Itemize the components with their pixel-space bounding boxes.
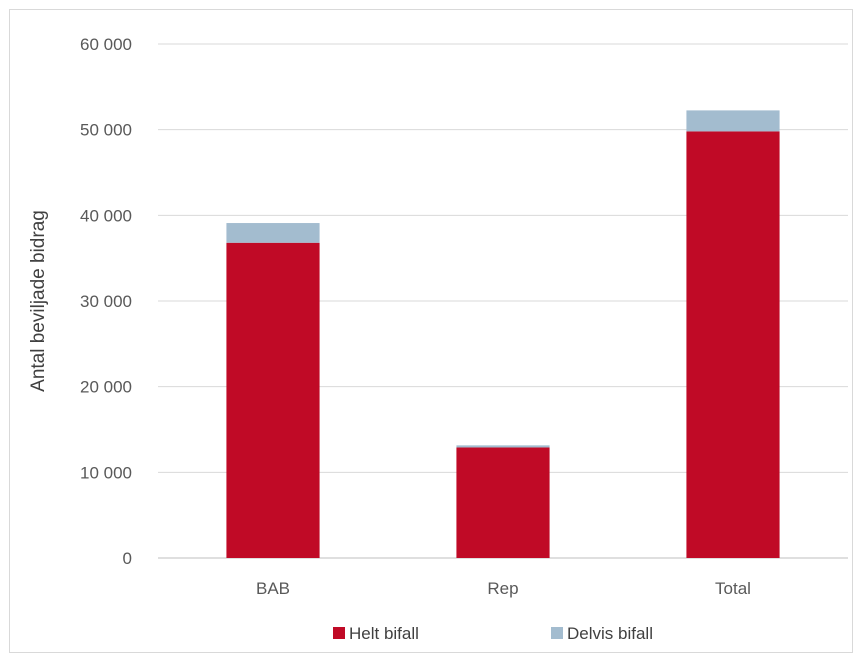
legend-label: Delvis bifall bbox=[567, 624, 653, 643]
bar-helt-bifall-total bbox=[686, 131, 780, 558]
legend: Helt bifall Delvis bifall bbox=[333, 624, 653, 643]
y-tick-label: 40 000 bbox=[80, 206, 132, 225]
y-tick-label: 10 000 bbox=[80, 463, 132, 482]
bars bbox=[226, 110, 780, 558]
y-axis-title: Antal beviljade bidrag bbox=[28, 210, 49, 392]
bar-helt-bifall-bab bbox=[226, 242, 320, 558]
bar-helt-bifall-rep bbox=[456, 447, 550, 558]
bar-delvis-bifall-rep bbox=[456, 445, 550, 448]
legend-label: Helt bifall bbox=[349, 624, 419, 643]
y-tick-label: 60 000 bbox=[80, 35, 132, 54]
y-tick-label: 20 000 bbox=[80, 378, 132, 397]
x-tick-label: BAB bbox=[256, 579, 290, 598]
x-axis-ticks: BAB Rep Total bbox=[256, 579, 751, 598]
y-tick-label: 30 000 bbox=[80, 292, 132, 311]
y-tick-label: 0 bbox=[123, 549, 132, 568]
legend-swatch-delvis-bifall bbox=[551, 627, 563, 639]
x-tick-label: Total bbox=[715, 579, 751, 598]
y-tick-label: 50 000 bbox=[80, 121, 132, 140]
y-axis-ticks: 0 10 000 20 000 30 000 40 000 50 000 60 000 bbox=[80, 35, 132, 568]
x-tick-label: Rep bbox=[487, 579, 518, 598]
bar-delvis-bifall-total bbox=[686, 110, 780, 132]
legend-swatch-helt-bifall bbox=[333, 627, 345, 639]
bar-delvis-bifall-bab bbox=[226, 223, 320, 243]
